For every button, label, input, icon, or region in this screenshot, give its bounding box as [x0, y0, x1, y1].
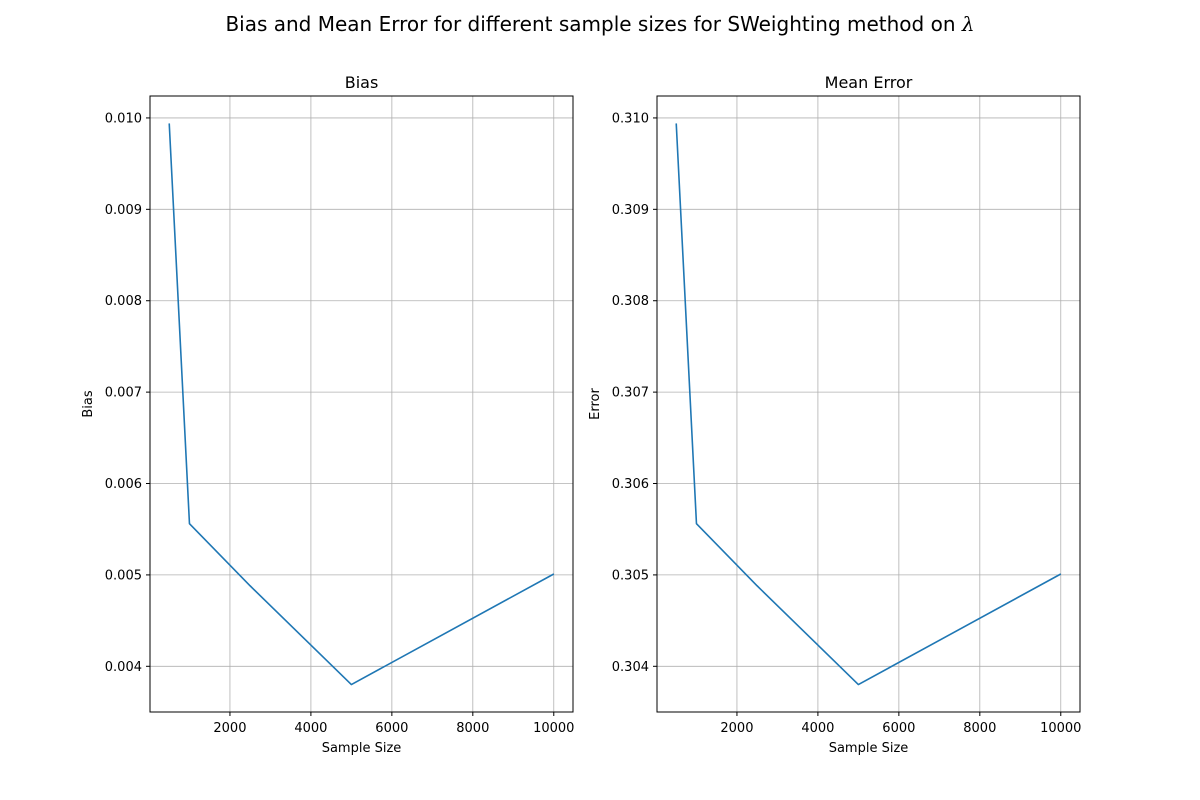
- x-tick-label: 8000: [456, 721, 489, 736]
- y-tick-label: 0.010: [105, 111, 142, 126]
- panel-title-error: Mean Error: [825, 73, 913, 92]
- lambda-symbol: λ: [961, 12, 975, 36]
- y-tick-label: 0.309: [612, 203, 649, 218]
- y-tick-label: 0.307: [612, 386, 649, 401]
- x-tick-label: 8000: [963, 721, 996, 736]
- axes-frame-bias: [149, 95, 574, 713]
- x-tick-label: 10000: [1040, 721, 1081, 736]
- y-tick-label: 0.306: [612, 477, 649, 492]
- y-tick-label: 0.005: [105, 568, 142, 583]
- series-line-error: [675, 123, 1062, 686]
- chart-panel-error: 2000 4000 6000 8000 10000 0.304 0.305 0.306 0.30…: [588, 73, 1081, 756]
- y-tick-label: 0.310: [612, 111, 649, 126]
- x-tick-label: 2000: [720, 721, 753, 736]
- y-tick-label: 0.006: [105, 477, 142, 492]
- chart-panel-bias: 2000 4000 6000 8000 10000 0.004 0.005 0.006 0.00…: [81, 73, 574, 756]
- x-tick-label: 4000: [294, 721, 327, 736]
- x-tick-label: 10000: [533, 721, 574, 736]
- x-axis-label: Sample Size: [829, 741, 909, 756]
- y-axis-label: Error: [588, 388, 603, 420]
- y-tick-label: 0.308: [612, 294, 649, 309]
- figure-title: Bias and Mean Error for different sample…: [0, 12, 1200, 36]
- panel-title-bias: Bias: [345, 73, 379, 92]
- x-tick-label: 4000: [801, 721, 834, 736]
- y-tick-label: 0.304: [612, 660, 649, 675]
- x-tick-label: 6000: [882, 721, 915, 736]
- y-tick-label: 0.007: [105, 386, 142, 401]
- series-line-bias: [168, 123, 555, 686]
- figure-title-text: Bias and Mean Error for different sample…: [225, 12, 956, 36]
- y-tick-label: 0.009: [105, 203, 142, 218]
- x-tick-label: 6000: [375, 721, 408, 736]
- y-tick-label: 0.008: [105, 294, 142, 309]
- x-tick-label: 2000: [213, 721, 246, 736]
- y-tick-label: 0.305: [612, 568, 649, 583]
- axes-frame-error: [656, 95, 1081, 713]
- y-axis-label: Bias: [81, 390, 96, 417]
- x-axis-label: Sample Size: [322, 741, 402, 756]
- y-tick-label: 0.004: [105, 660, 142, 675]
